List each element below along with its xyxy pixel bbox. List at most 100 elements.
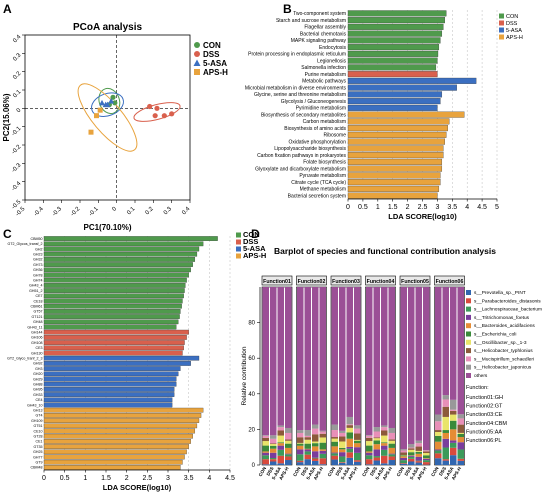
pcoa-xtick-label: -0.3 bbox=[52, 206, 64, 218]
facet-category-label: 5-ASA bbox=[409, 465, 421, 480]
lda-cazy-bar-label: GH73 bbox=[33, 263, 42, 267]
stack-segment-others bbox=[373, 287, 380, 428]
lda-cazy-xtick-label: 0 bbox=[42, 475, 46, 482]
stack-segment bbox=[388, 439, 395, 441]
stack-segment bbox=[331, 441, 338, 447]
lda-kegg-bar-label: Glycine, serine and threonine metabolism bbox=[254, 92, 346, 98]
lda-cazy-bar bbox=[43, 371, 179, 377]
lda-cazy-bar-label: GH29 bbox=[33, 377, 42, 381]
pcoa-ytick-label: -0.4 bbox=[11, 180, 23, 192]
stack-segment bbox=[346, 427, 353, 433]
lda-cazy-bar bbox=[43, 251, 198, 257]
species-legend-label: s__Tritrichomonas_foetus bbox=[474, 315, 530, 321]
stack-segment bbox=[381, 443, 388, 446]
pcoa-ylabel: PC2(15.06%) bbox=[2, 93, 11, 141]
stack-segment bbox=[415, 443, 422, 447]
stack-segment bbox=[319, 430, 326, 432]
stack-segment bbox=[312, 443, 319, 447]
stack-segment bbox=[457, 418, 464, 425]
stack-segment bbox=[366, 464, 373, 465]
lda-cazy-bar-label: GT28 bbox=[34, 434, 43, 438]
lda-kegg-bar-label: Bacterial secretion system bbox=[288, 193, 346, 199]
lda-cazy-bar-label: GH130 bbox=[31, 351, 42, 355]
stack-segment bbox=[354, 447, 361, 453]
lda-cazy-bar-label: GH43_11 bbox=[27, 325, 42, 329]
species-legend-label: s__Escherichia_coli bbox=[474, 332, 516, 338]
lda-kegg-bar bbox=[347, 131, 447, 138]
species-legend-label: s__Oscillibacter_sp._1-3 bbox=[474, 340, 527, 346]
lda-kegg-bar-label: Ribosome bbox=[323, 133, 346, 139]
lda-cazy-bar bbox=[43, 418, 200, 423]
facet-category-label: APS-H bbox=[278, 465, 290, 480]
stack-segment bbox=[373, 431, 380, 438]
lda-kegg-xtick-label: 5 bbox=[495, 204, 499, 211]
stack-segment bbox=[381, 425, 388, 428]
stack-segment bbox=[262, 435, 269, 436]
stack-segment bbox=[435, 421, 442, 431]
lda-kegg-bar bbox=[347, 118, 450, 125]
pcoa-xlabel: PC1(70.10%) bbox=[83, 223, 131, 232]
barplot-ytick-label: 40 bbox=[248, 392, 255, 398]
stack-segment bbox=[277, 427, 284, 431]
stack-segment bbox=[285, 440, 292, 444]
stack-segment bbox=[331, 437, 338, 439]
stack-segment bbox=[354, 452, 361, 461]
pcoa-ytick-label: 0 bbox=[16, 107, 23, 114]
lda-kegg-bar-label: Glycolysis / Gluconeogenesis bbox=[281, 99, 347, 105]
species-legend-swatch bbox=[466, 339, 471, 345]
pcoa-legend-label: CON bbox=[203, 41, 221, 50]
stack-segment bbox=[285, 432, 292, 440]
stack-segment bbox=[435, 449, 442, 451]
lda-cazy-bar bbox=[43, 407, 204, 413]
stack-segment bbox=[331, 455, 338, 460]
stack-segment bbox=[339, 447, 346, 450]
stack-segment bbox=[312, 424, 319, 429]
stack-segment bbox=[366, 435, 373, 436]
stack-segment bbox=[450, 440, 457, 443]
stack-segment-others bbox=[381, 287, 388, 426]
lda-cazy-legend-label: CON bbox=[243, 230, 260, 239]
stack-segment bbox=[435, 414, 442, 422]
stack-segment bbox=[304, 437, 311, 440]
lda-kegg-bar bbox=[347, 91, 443, 98]
lda-cazy-bar-label: CE4 bbox=[36, 398, 43, 402]
stack-segment bbox=[354, 443, 361, 448]
facet-category-label: CON bbox=[258, 465, 268, 477]
stack-segment bbox=[346, 452, 353, 458]
lda-kegg-bar-label: Carbon metabolism bbox=[303, 119, 346, 125]
lda-kegg-bar bbox=[347, 145, 444, 152]
stack-segment bbox=[388, 453, 395, 455]
lda-cazy-bar-label: CE1 bbox=[36, 440, 43, 444]
stack-segment bbox=[442, 395, 449, 400]
stack-segment bbox=[450, 429, 457, 441]
stack-segment bbox=[346, 424, 353, 426]
stack-segment bbox=[366, 441, 373, 446]
stack-segment-others bbox=[262, 287, 269, 436]
facet-category-label: 5-ASA bbox=[271, 465, 283, 480]
species-legend-swatch bbox=[466, 314, 471, 320]
stack-segment bbox=[262, 451, 269, 453]
barplot-title: Barplot of species and functional contri… bbox=[274, 246, 496, 256]
lda-kegg-bar bbox=[347, 152, 444, 159]
stack-segment bbox=[366, 451, 373, 453]
stack-segment bbox=[304, 459, 311, 465]
stack-segment bbox=[423, 455, 430, 459]
lda-cazy-bar bbox=[43, 428, 196, 434]
stack-segment bbox=[442, 399, 449, 407]
stack-segment bbox=[381, 442, 388, 444]
lda-kegg-bar-label: Endocytosis bbox=[319, 45, 346, 51]
stack-segment bbox=[415, 462, 422, 465]
pcoa-point-APS-H bbox=[97, 107, 103, 113]
stack-segment bbox=[381, 427, 388, 431]
lda-cazy-legend-label: DSS bbox=[243, 237, 258, 246]
stack-segment bbox=[297, 454, 304, 461]
lda-cazy-bar-label: GH95 bbox=[33, 388, 42, 392]
stack-segment bbox=[285, 453, 292, 455]
stack-segment bbox=[262, 441, 269, 446]
facet-category-label: APS-H bbox=[313, 465, 325, 480]
stack-segment bbox=[346, 432, 353, 439]
lda-kegg-bar bbox=[347, 165, 443, 172]
pcoa-legend-label: DSS bbox=[203, 50, 220, 59]
function-legend-item: Function03:CE bbox=[466, 412, 503, 418]
lda-cazy-xtick-label: 0.5 bbox=[60, 475, 70, 482]
